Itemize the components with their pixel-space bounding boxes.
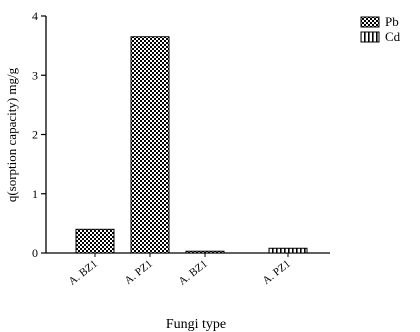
bar-cd-3 [268, 247, 308, 254]
y-axis-label: q(sorption capacity) mg/g [4, 67, 19, 202]
legend-label-cd: Cd [385, 29, 401, 44]
y-tick-label: 4 [32, 9, 38, 23]
x-tick-labels: A. BZ1 A. PZ1 A. BZ1 A. PZ1 [66, 253, 293, 288]
legend-label-pb: Pb [385, 14, 399, 29]
y-tick-label: 1 [32, 187, 38, 201]
y-tick-label: 3 [32, 68, 38, 82]
x-tick-label: A. PZ1 [122, 258, 154, 287]
bar-pb-0 [75, 228, 115, 254]
bars [75, 36, 308, 254]
x-tick-label: A. PZ1 [260, 258, 292, 287]
axes: 0 1 2 3 4 [32, 9, 330, 260]
bar-pb-1 [130, 36, 170, 254]
bar-pb-2 [185, 250, 225, 254]
legend-swatch-pb [360, 16, 380, 28]
x-axis-label: Fungi type [166, 317, 226, 332]
legend-swatch-cd [360, 31, 380, 43]
x-tick-label: A. BZ1 [176, 258, 209, 288]
x-tick-label: A. BZ1 [66, 258, 99, 288]
y-tick-label: 0 [32, 246, 38, 260]
y-tick-label: 2 [32, 128, 38, 142]
